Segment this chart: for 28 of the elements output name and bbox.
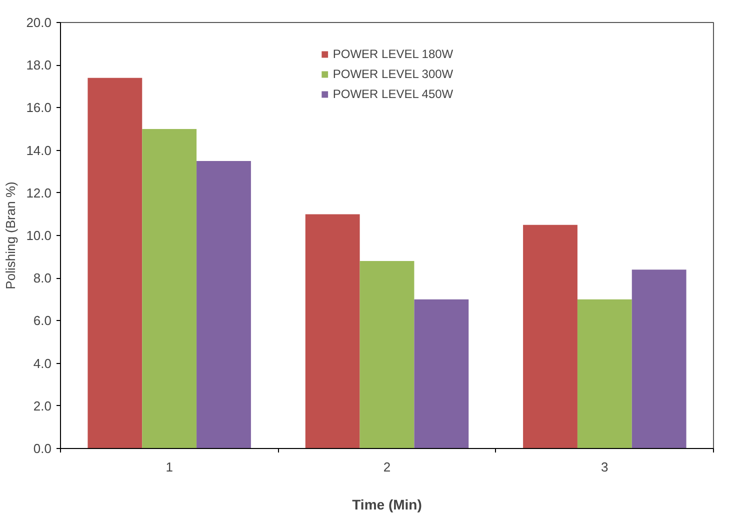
- y-tick-label: 8.0: [33, 270, 52, 286]
- bar: [196, 160, 251, 448]
- y-tick-label: 14.0: [26, 142, 52, 158]
- bar: [414, 299, 469, 448]
- y-tick-label: 20.0: [26, 15, 52, 30]
- bar: [142, 129, 197, 448]
- bar: [305, 214, 360, 448]
- bar: [632, 270, 686, 448]
- y-tick-label: 0.0: [33, 441, 52, 456]
- y-tick-label: 16.0: [26, 100, 52, 116]
- bar: [360, 261, 414, 448]
- x-axis-title: Time (Min): [352, 496, 422, 512]
- legend-label: POWER LEVEL 300W: [332, 67, 454, 81]
- bar: [523, 224, 578, 448]
- bar: [577, 299, 632, 448]
- y-tick-label: 2.0: [33, 398, 52, 414]
- bar: [88, 78, 142, 448]
- y-tick-label: 6.0: [33, 313, 52, 328]
- x-tick-label: 1: [166, 460, 173, 474]
- y-axis-title: Polishing (Bran %): [3, 182, 18, 290]
- y-tick-label: 18.0: [26, 58, 52, 73]
- legend-label: POWER LEVEL 450W: [332, 87, 454, 101]
- y-tick-label: 10.0: [26, 228, 52, 243]
- y-tick-label: 4.0: [33, 356, 52, 371]
- x-tick-label: 2: [383, 460, 391, 474]
- y-tick-label: 12.0: [26, 185, 52, 200]
- x-tick-label: 3: [601, 460, 608, 474]
- legend-label: POWER LEVEL 180W: [332, 47, 454, 61]
